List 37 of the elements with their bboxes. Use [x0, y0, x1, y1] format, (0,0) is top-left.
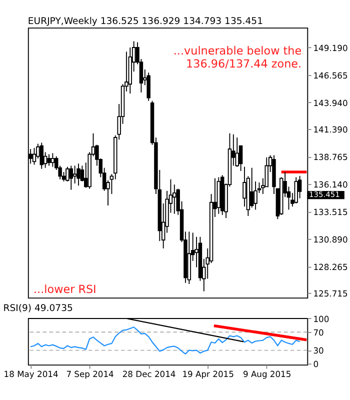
candlestick [50, 152, 55, 168]
x-tick-label: 7 Sep 2014 [66, 369, 114, 380]
annotation: ...vulnerable below the 136.96/137.44 zone. [173, 44, 302, 71]
candlestick [294, 176, 298, 204]
x-tick-label: 28 Dec 2014 [122, 369, 176, 380]
candlestick [235, 137, 239, 168]
text: 135.451 [309, 190, 340, 199]
y-tick-label: 136.140 [313, 179, 348, 190]
y-tick-label: 149.190 [313, 42, 348, 53]
y-tick-label: 146.565 [313, 70, 348, 80]
y-tick-label: 143.940 [313, 98, 348, 108]
x-tick-label: 19 Apr 2015 [182, 369, 234, 380]
x-tick-label: 18 May 2014 [4, 369, 58, 380]
candlestick [242, 166, 246, 208]
y-tick-label: 30 [313, 346, 324, 356]
chart-title: EURJPY,Weekly 136.525 136.929 134.793 135.451 [28, 16, 264, 27]
candlestick [72, 165, 77, 184]
candlestick [32, 147, 36, 166]
y-tick-label: 133.515 [313, 206, 348, 217]
candlestick [40, 142, 44, 170]
y-tick-label: 128.265 [313, 262, 348, 272]
candlestick [146, 72, 150, 102]
candlestick [47, 154, 51, 166]
candlestick [76, 163, 80, 186]
y-tick-label: 138.765 [313, 152, 348, 162]
y-tick-label: 141.390 [313, 124, 348, 134]
y-tick-label: 130.890 [313, 234, 348, 244]
annotation: ...lower RSI [34, 282, 96, 296]
x-tick-label: 9 Aug 2015 [242, 369, 292, 380]
y-tick-label: 0 [313, 359, 319, 370]
line-series [30, 326, 300, 354]
candlestick [250, 167, 254, 208]
y-tick-label: 100 [313, 314, 330, 324]
chart-title: RSI(9) 49.0735 [3, 303, 74, 314]
y-tick-label: 70 [313, 327, 324, 338]
y-tick-label: 125.715 [313, 288, 348, 298]
candlestick [69, 165, 73, 190]
